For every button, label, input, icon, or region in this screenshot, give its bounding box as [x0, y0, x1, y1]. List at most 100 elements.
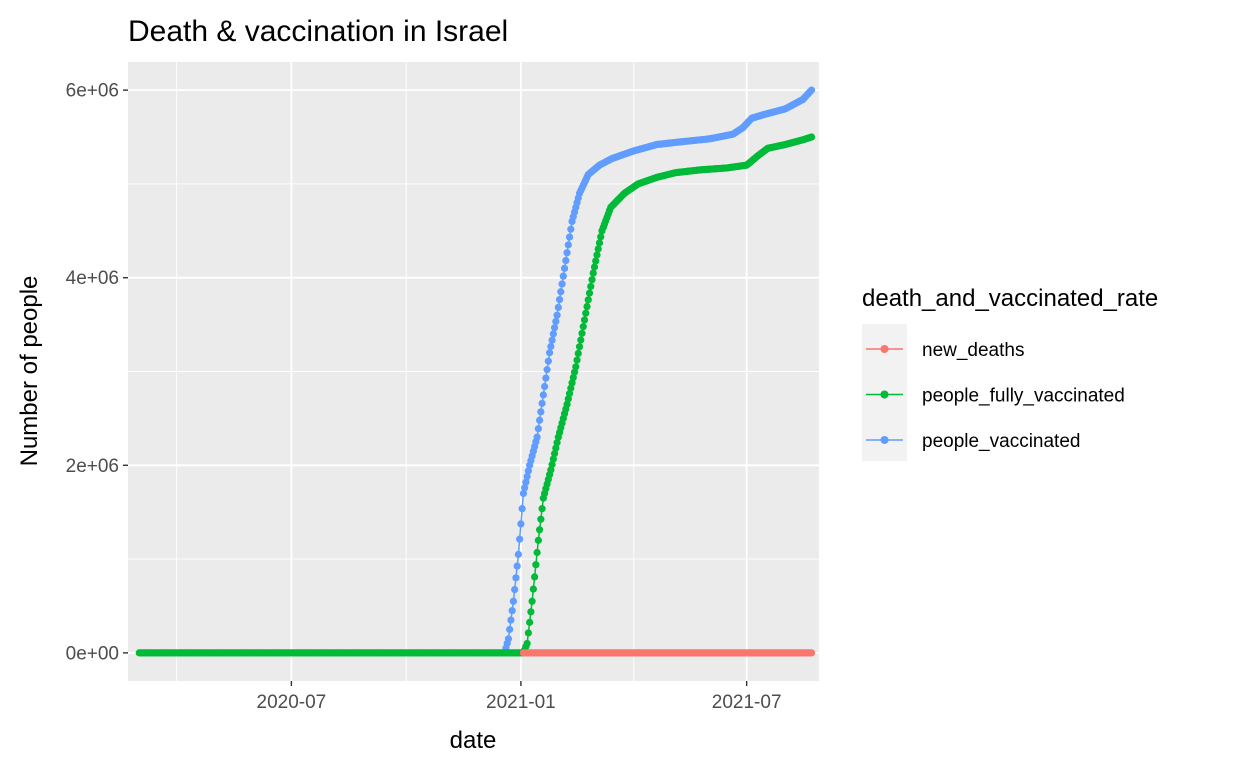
- data-point-people_vaccinated: [565, 233, 574, 241]
- data-point-people_fully_vaccinated: [595, 239, 604, 247]
- data-point-people_fully_vaccinated: [529, 585, 537, 593]
- legend-key-point: [880, 345, 889, 353]
- data-point-people_vaccinated: [554, 303, 562, 312]
- data-point-people_vaccinated: [509, 597, 518, 605]
- chart-title: Death & vaccination in Israel: [128, 15, 508, 48]
- data-point-people_vaccinated: [564, 241, 572, 249]
- y-tick-label: 6e+06: [66, 81, 119, 102]
- series-people_fully_vaccinated: [135, 133, 816, 657]
- data-point-people_vaccinated: [536, 416, 544, 424]
- data-point-people_vaccinated: [512, 574, 520, 582]
- data-point-people_vaccinated: [542, 374, 550, 382]
- y-tick-label: 4e+06: [66, 268, 119, 289]
- data-point-people_vaccinated: [518, 505, 526, 513]
- data-point-people_vaccinated: [507, 616, 515, 624]
- data-point-people_fully_vaccinated: [534, 536, 542, 544]
- x-tick-label: 2021-01: [486, 692, 556, 713]
- data-point-people_vaccinated: [545, 349, 554, 357]
- data-point-people_fully_vaccinated: [563, 400, 571, 408]
- data-point-people_vaccinated: [555, 296, 564, 304]
- data-point-people_fully_vaccinated: [574, 349, 582, 358]
- data-point-people_fully_vaccinated: [526, 618, 534, 626]
- data-point-people_vaccinated: [807, 86, 816, 94]
- data-point-people_vaccinated: [521, 484, 529, 492]
- data-point-people_fully_vaccinated: [532, 561, 540, 569]
- data-point-people_vaccinated: [563, 249, 571, 257]
- data-point-people_fully_vaccinated: [570, 368, 579, 376]
- data-point-people_fully_vaccinated: [553, 439, 561, 447]
- data-point-people_vaccinated: [506, 625, 514, 634]
- data-point-people_vaccinated: [523, 472, 531, 481]
- data-point-people_fully_vaccinated: [593, 251, 601, 259]
- data-point-people_vaccinated: [537, 408, 545, 416]
- data-point-people_fully_vaccinated: [585, 289, 594, 297]
- data-point-people_vaccinated: [534, 425, 542, 433]
- data-point-people_fully_vaccinated: [583, 302, 591, 311]
- data-point-people_fully_vaccinated: [573, 356, 581, 364]
- data-point-people_fully_vaccinated: [580, 316, 589, 324]
- data-point-people_vaccinated: [549, 330, 557, 338]
- data-point-people_vaccinated: [517, 520, 525, 528]
- legend-label: new_deaths: [922, 340, 1024, 361]
- data-point-people_fully_vaccinated: [594, 245, 602, 253]
- data-point-people_fully_vaccinated: [564, 395, 572, 403]
- data-point-people_fully_vaccinated: [584, 296, 592, 304]
- data-point-people_fully_vaccinated: [597, 233, 605, 241]
- data-point-people_fully_vaccinated: [575, 343, 584, 351]
- data-point-new_deaths: [807, 649, 816, 657]
- data-point-people_vaccinated: [552, 317, 560, 326]
- axis-layer: 0e+00 2e+06 4e+06 6e+06 2020-07 2021-01 2021-0…: [66, 81, 782, 713]
- data-point-people_vaccinated: [560, 264, 569, 272]
- x-tick-label: 2020-07: [257, 692, 327, 713]
- data-point-people_fully_vaccinated: [590, 263, 599, 271]
- data-point-people_fully_vaccinated: [565, 390, 574, 398]
- data-point-people_vaccinated: [522, 478, 530, 486]
- data-point-people_vaccinated: [557, 288, 565, 296]
- data-point-people_vaccinated: [533, 433, 541, 441]
- data-point-people_vaccinated: [541, 382, 549, 391]
- data-point-people_vaccinated: [567, 225, 575, 233]
- data-point-people_fully_vaccinated: [531, 573, 539, 581]
- data-point-people_fully_vaccinated: [523, 639, 531, 648]
- data-point-people_fully_vaccinated: [579, 323, 587, 331]
- data-point-people_vaccinated: [513, 562, 521, 570]
- legend-key-point: [880, 436, 889, 444]
- data-point-people_vaccinated: [538, 399, 546, 407]
- data-point-people_vaccinated: [511, 585, 519, 594]
- data-point-people_fully_vaccinated: [548, 460, 556, 469]
- data-point-people_fully_vaccinated: [589, 269, 597, 277]
- data-point-people_fully_vaccinated: [577, 336, 585, 344]
- data-point-people_vaccinated: [553, 311, 561, 319]
- data-point-people_fully_vaccinated: [567, 384, 575, 392]
- data-point-people_fully_vaccinated: [538, 505, 546, 513]
- series-layer: [135, 86, 816, 657]
- data-point-people_fully_vaccinated: [550, 449, 559, 458]
- data-point-people_fully_vaccinated: [568, 379, 576, 387]
- data-point-people_fully_vaccinated: [578, 329, 586, 337]
- data-point-people_vaccinated: [550, 324, 559, 332]
- legend-label: people_vaccinated: [922, 431, 1080, 452]
- data-point-people_fully_vaccinated: [592, 257, 600, 265]
- data-point-people_vaccinated: [543, 366, 551, 374]
- data-point-people_fully_vaccinated: [587, 282, 595, 291]
- data-point-people_fully_vaccinated: [582, 309, 590, 317]
- legend-title: death_and_vaccinated_rate: [862, 285, 1158, 312]
- data-point-people_vaccinated: [524, 467, 532, 475]
- data-point-people_vaccinated: [504, 635, 513, 643]
- data-point-people_fully_vaccinated: [536, 526, 544, 534]
- data-point-people_vaccinated: [544, 357, 552, 365]
- legend-key-point: [880, 390, 889, 399]
- data-point-people_fully_vaccinated: [527, 608, 535, 616]
- data-point-people_vaccinated: [559, 272, 567, 280]
- data-point-people_fully_vaccinated: [524, 629, 532, 637]
- data-point-people_vaccinated: [562, 256, 570, 265]
- data-point-people_fully_vaccinated: [537, 515, 545, 523]
- data-point-people_vaccinated: [548, 336, 556, 344]
- y-tick-label: 2e+06: [66, 456, 119, 477]
- series-people_vaccinated: [501, 86, 816, 657]
- series-new_deaths: [519, 649, 816, 657]
- data-point-people_fully_vaccinated: [549, 455, 557, 463]
- x-tick-label: 2021-07: [712, 692, 782, 713]
